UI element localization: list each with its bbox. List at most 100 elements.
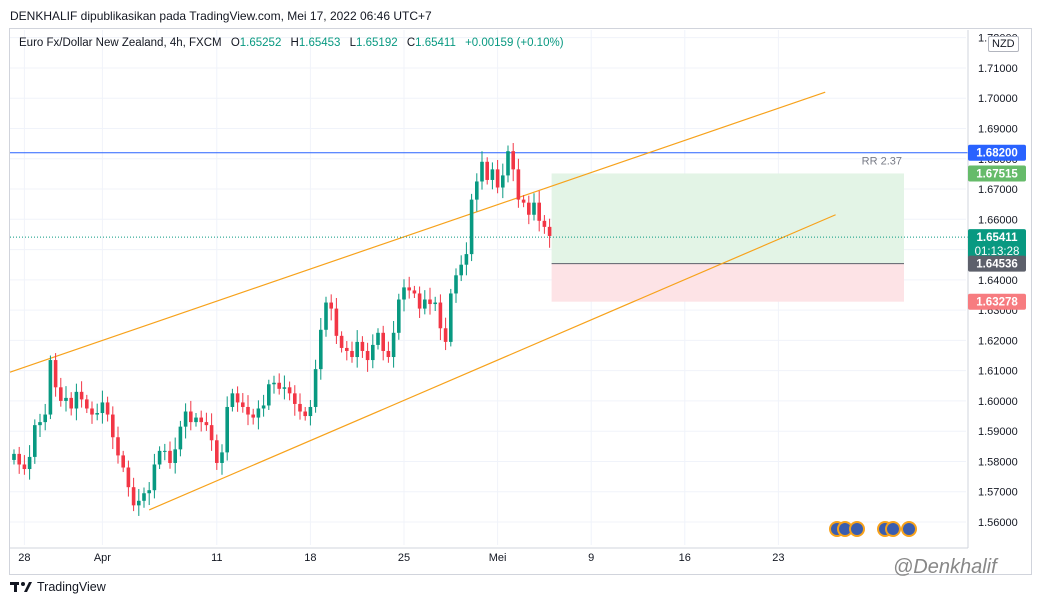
candle-body bbox=[423, 299, 427, 309]
y-tick-label: 1.58000 bbox=[978, 456, 1018, 468]
candle-body bbox=[511, 151, 515, 170]
candle-body bbox=[64, 397, 68, 401]
candle-body bbox=[230, 393, 235, 407]
candle-body bbox=[12, 453, 16, 460]
chart-frame[interactable] bbox=[9, 28, 1032, 575]
candle-body bbox=[209, 425, 214, 441]
candle-body bbox=[241, 402, 245, 407]
candle-body bbox=[490, 169, 495, 180]
candle-body bbox=[412, 290, 417, 294]
y-tick-label: 1.69000 bbox=[978, 123, 1018, 135]
candle-body bbox=[261, 405, 266, 409]
stop-price-label-bg bbox=[968, 293, 1026, 310]
entry-price-label-bg bbox=[968, 255, 1026, 272]
profit-zone bbox=[551, 173, 904, 264]
candle-body bbox=[443, 328, 448, 342]
countdown-label: 01:13:28 bbox=[975, 246, 1020, 258]
close-value: 1.65411 bbox=[415, 37, 456, 49]
drawing-lines bbox=[9, 91, 968, 511]
event-marker-inner bbox=[903, 523, 915, 535]
candle-body bbox=[360, 341, 365, 351]
candle-body bbox=[95, 413, 99, 415]
last-price-label-bg bbox=[968, 229, 1026, 260]
price-axis: 1.56000 1.57000 1.58000 1.59000 1.60000 1.610… bbox=[967, 30, 1018, 548]
author-watermark: @Denkhalif bbox=[893, 556, 997, 578]
candle-body bbox=[345, 347, 349, 351]
candle-body bbox=[38, 422, 42, 426]
channel-upper-line bbox=[9, 91, 826, 373]
low-label: L bbox=[349, 37, 357, 49]
candle-body bbox=[303, 411, 307, 417]
x-tick-label: 28 bbox=[18, 552, 30, 564]
candle-body bbox=[329, 302, 333, 309]
candle-body bbox=[428, 299, 432, 305]
symbol-legend: Euro Fx/Dollar New Zealand, 4h, FXCM O1.… bbox=[19, 37, 564, 49]
y-tick-label: 1.66000 bbox=[978, 214, 1018, 226]
stop-price-label: 1.63278 bbox=[976, 297, 1018, 309]
x-tick-label: 16 bbox=[679, 552, 691, 564]
candle-body bbox=[131, 487, 136, 506]
candle-body bbox=[137, 500, 141, 506]
candle-body bbox=[74, 391, 79, 409]
candle-body bbox=[355, 341, 359, 358]
currency-badge[interactable]: NZD bbox=[988, 36, 1019, 52]
candle-body bbox=[475, 181, 479, 200]
candle-body bbox=[178, 426, 183, 450]
y-tick-label: 1.61000 bbox=[978, 366, 1018, 378]
candle-body bbox=[397, 299, 401, 333]
candle-body bbox=[324, 302, 328, 330]
candle-body bbox=[215, 440, 219, 463]
candles-layer bbox=[12, 143, 552, 516]
risk-reward-zones: RR 2.37 bbox=[551, 155, 904, 302]
high-value: 1.65453 bbox=[298, 37, 341, 49]
candle-body bbox=[495, 169, 500, 188]
y-tick-label: 1.70000 bbox=[978, 93, 1018, 105]
candle-body bbox=[532, 202, 536, 215]
target-price-label: 1.67515 bbox=[976, 168, 1018, 180]
candle-body bbox=[537, 202, 541, 221]
candle-body bbox=[282, 387, 287, 389]
candle-body bbox=[516, 169, 521, 200]
candle-body bbox=[339, 335, 344, 348]
candle-body bbox=[194, 417, 198, 423]
tradingview-brand[interactable]: TradingView bbox=[37, 580, 106, 594]
candle-body bbox=[142, 493, 146, 501]
footer: TradingView bbox=[10, 580, 106, 594]
resistance-price-label-bg bbox=[968, 144, 1026, 161]
candle-body bbox=[48, 360, 53, 415]
candle-body bbox=[506, 151, 510, 176]
channel-lower-line bbox=[148, 214, 836, 511]
candle-body bbox=[365, 350, 370, 361]
resistance-price-label: 1.68200 bbox=[976, 148, 1018, 160]
entry-price-label: 1.64536 bbox=[976, 259, 1018, 271]
candle-body bbox=[527, 202, 531, 215]
candle-body bbox=[90, 408, 94, 415]
candle-body bbox=[293, 393, 297, 404]
y-tick-label: 1.60000 bbox=[978, 396, 1018, 408]
candle-body bbox=[251, 414, 255, 418]
candle-body bbox=[449, 293, 453, 342]
candle-body bbox=[53, 360, 58, 388]
tradingview-logo-icon[interactable] bbox=[10, 581, 32, 593]
candle-body bbox=[391, 332, 396, 358]
candle-body bbox=[433, 302, 437, 305]
y-tick-label: 1.62000 bbox=[978, 335, 1018, 347]
candle-body bbox=[27, 456, 32, 470]
y-tick-label: 1.71000 bbox=[978, 63, 1018, 75]
candle-body bbox=[105, 402, 110, 415]
event-marker-inner bbox=[839, 523, 851, 535]
candle-body bbox=[402, 287, 406, 300]
candle-body bbox=[438, 302, 443, 329]
symbol-title: Euro Fx/Dollar New Zealand, 4h, FXCM bbox=[19, 37, 222, 49]
y-tick-label: 1.59000 bbox=[978, 426, 1018, 438]
candle-body bbox=[386, 350, 391, 358]
candle-body bbox=[17, 453, 21, 465]
candle-body bbox=[69, 397, 73, 409]
candle-body bbox=[157, 450, 162, 465]
candle-body bbox=[199, 417, 203, 423]
candle-body bbox=[480, 161, 484, 182]
high-label: H bbox=[290, 37, 299, 49]
candle-body bbox=[116, 437, 120, 456]
y-tick-label: 1.56000 bbox=[978, 517, 1018, 529]
